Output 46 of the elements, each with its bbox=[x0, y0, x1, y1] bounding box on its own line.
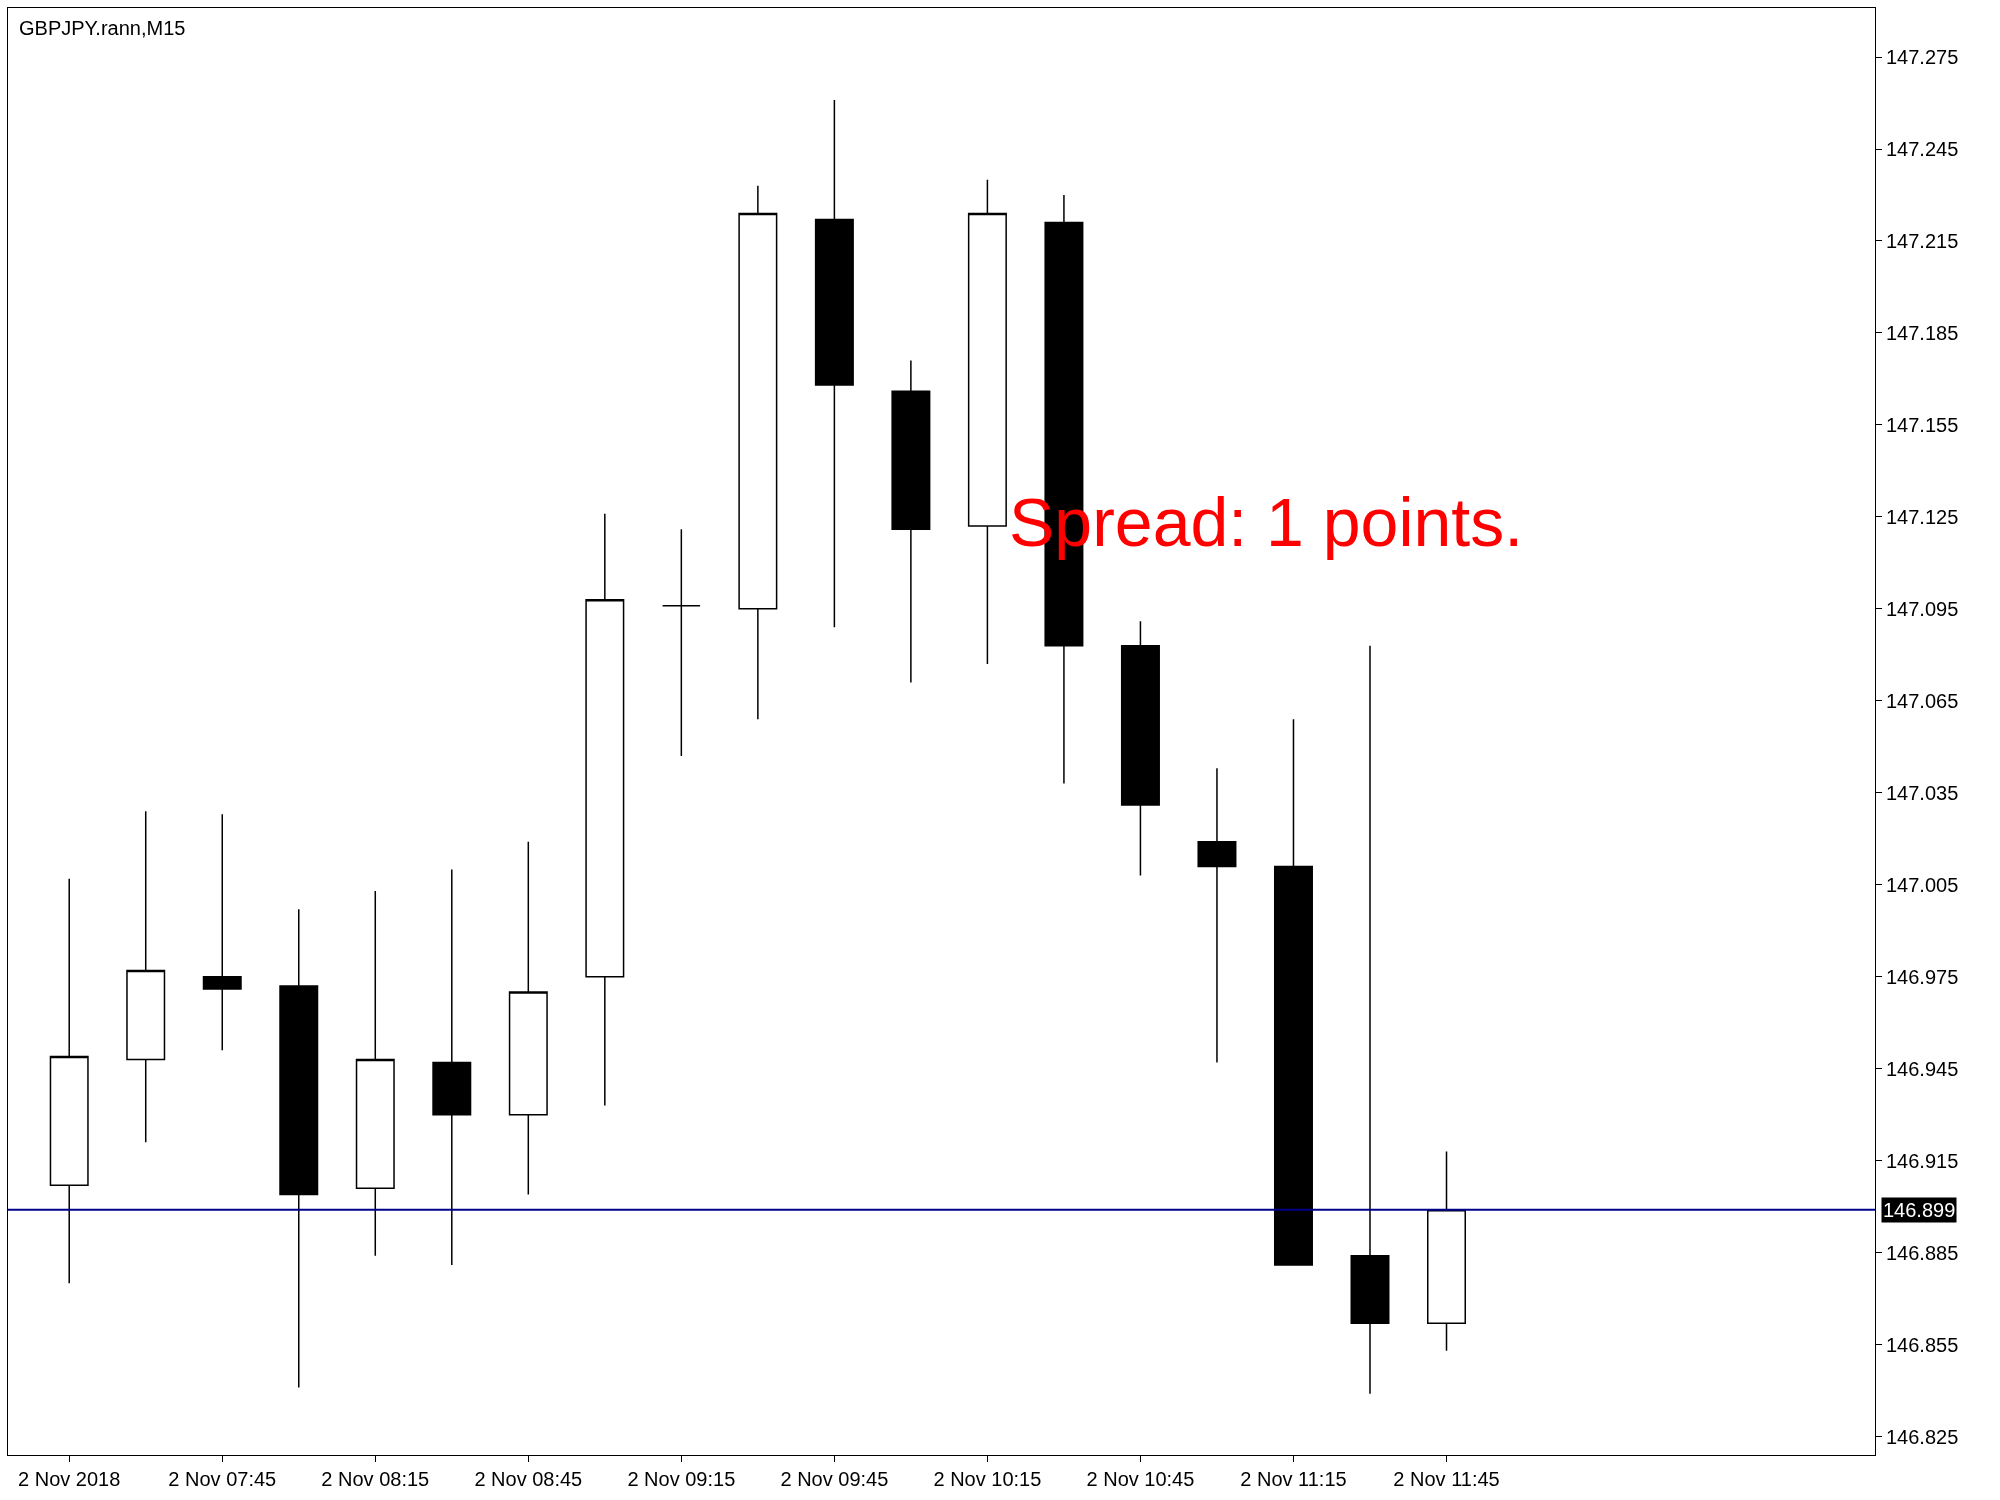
x-tick-label: 2 Nov 11:15 bbox=[1240, 1468, 1347, 1490]
candlestick bbox=[202, 813, 242, 1052]
y-tick-label: 147.155 bbox=[1886, 413, 1959, 436]
candlestick bbox=[508, 841, 548, 1196]
y-tick-label: 147.065 bbox=[1886, 689, 1959, 712]
y-tick-label: 146.885 bbox=[1886, 1241, 1959, 1264]
y-tick-label: 146.945 bbox=[1886, 1057, 1959, 1080]
y-tick-label: 147.245 bbox=[1886, 138, 1959, 161]
x-tick-label: 2 Nov 07:45 bbox=[168, 1468, 277, 1490]
candlestick bbox=[279, 908, 319, 1389]
x-tick-label: 2 Nov 10:45 bbox=[1086, 1468, 1195, 1490]
candlestick bbox=[738, 185, 778, 720]
x-tick-label: 2 Nov 08:45 bbox=[474, 1468, 583, 1490]
candlestick bbox=[432, 868, 472, 1266]
x-tick-label: 2 Nov 09:15 bbox=[627, 1468, 736, 1490]
y-tick-label: 146.975 bbox=[1886, 965, 1959, 988]
candlestick bbox=[967, 178, 1007, 665]
y-tick-label: 147.035 bbox=[1886, 781, 1959, 804]
candlestick bbox=[1427, 1150, 1466, 1352]
y-tick-label: 146.825 bbox=[1886, 1425, 1959, 1448]
ref-line-label: 146.899 bbox=[1883, 1199, 1956, 1221]
candlestick bbox=[1350, 644, 1390, 1395]
candlestick bbox=[1120, 620, 1160, 877]
candlestick bbox=[126, 810, 166, 1144]
x-tick-label: 2 Nov 08:15 bbox=[321, 1468, 430, 1490]
x-tick-label: 2 Nov 11:45 bbox=[1393, 1468, 1500, 1490]
candlestick bbox=[814, 99, 854, 629]
y-tick-label: 147.275 bbox=[1886, 46, 1959, 69]
y-tick-label: 147.185 bbox=[1886, 321, 1959, 344]
candlestick bbox=[585, 513, 625, 1107]
y-tick-label: 146.855 bbox=[1886, 1333, 1959, 1356]
y-tick-label: 147.125 bbox=[1886, 505, 1959, 528]
text: GBPJPY.rann,M15 bbox=[19, 17, 186, 39]
candlestick bbox=[49, 877, 89, 1285]
candlestick bbox=[1197, 767, 1237, 1064]
candlestick bbox=[355, 890, 395, 1257]
y-tick-label: 147.215 bbox=[1886, 229, 1959, 252]
x-tick-label: 2 Nov 10:15 bbox=[933, 1468, 1042, 1490]
candlestick bbox=[1273, 718, 1313, 1266]
x-tick-label: 2 Nov 2018 bbox=[18, 1468, 121, 1490]
x-tick-label: 2 Nov 09:45 bbox=[780, 1468, 889, 1490]
y-tick-label: 147.005 bbox=[1886, 873, 1959, 896]
y-tick-label: 146.915 bbox=[1886, 1149, 1959, 1172]
y-tick-label: 147.095 bbox=[1886, 597, 1959, 620]
candlestick bbox=[891, 359, 931, 684]
candlestick bbox=[661, 528, 701, 757]
